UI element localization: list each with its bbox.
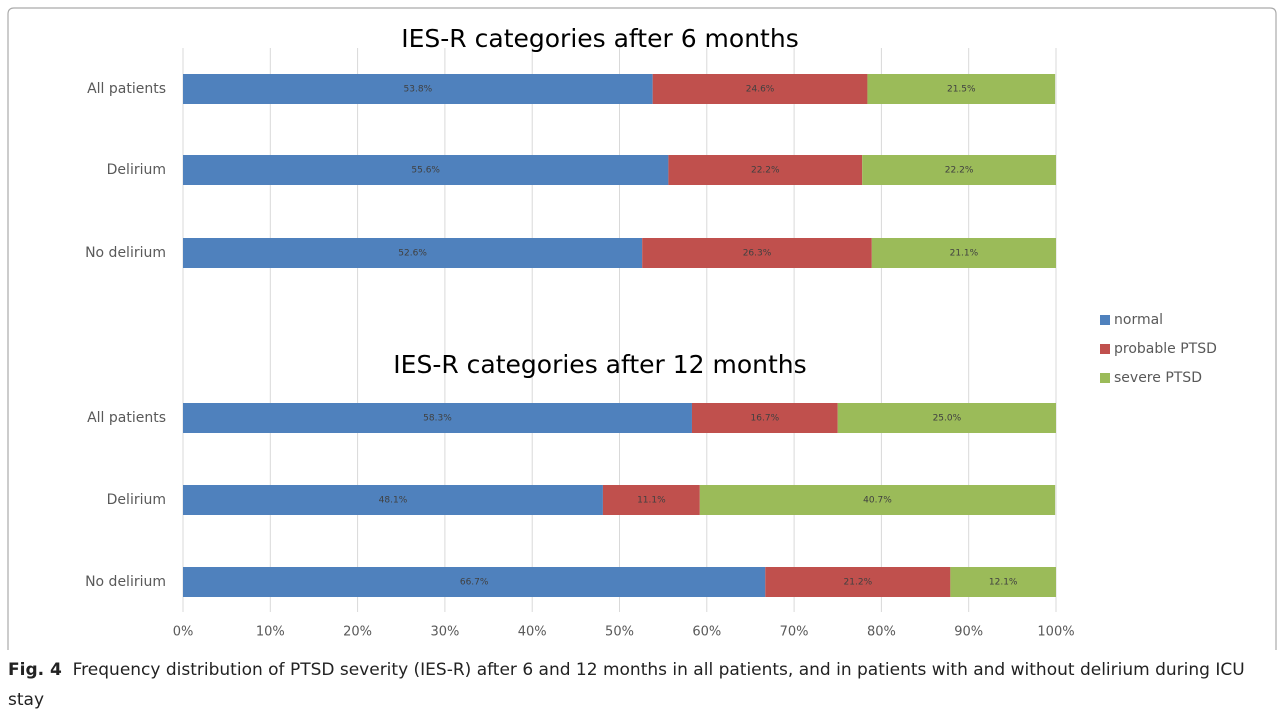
data-label: 58.3% [423,414,452,424]
bar-segment [183,567,766,597]
legend-swatch [1100,373,1110,383]
data-label: 40.7% [863,496,892,506]
bar-segment [871,238,1056,268]
data-label: 21.2% [844,578,873,588]
bar-segment [837,403,1056,433]
x-tick-label: 90% [954,625,983,640]
bar-segment [950,567,1056,597]
bar-segment [867,74,1056,104]
y-tick-label: No delirium [85,574,166,590]
x-tick-label: 80% [867,625,896,640]
bar-segment [183,155,669,185]
bar-segment [183,485,603,515]
bar-segment [183,238,643,268]
frame [7,7,1277,650]
x-tick-label: 60% [692,625,721,640]
bar-segment [652,74,868,104]
chart-title: IES-R categories after 12 months [393,350,806,379]
bar-segment [765,567,951,597]
legend-label: probable PTSD [1114,341,1217,357]
chart: 0% 10% 20% 30% 40% 50% 60% 70% 80% 90% 100% IES-R c… [7,7,1277,650]
x-tick-label: 70% [780,625,809,640]
bar-segment [183,403,692,433]
bar-segment [668,155,863,185]
bar-segment [862,155,1056,185]
data-label: 53.8% [404,85,433,95]
y-tick-label: No delirium [85,245,166,261]
data-label: 12.1% [989,578,1018,588]
y-tick-label: Delirium [107,162,166,178]
y-tick-label: All patients [87,410,166,426]
legend-swatch [1100,315,1110,325]
bar-segment [642,238,872,268]
x-tick-label: 100% [1037,625,1074,640]
caption-label: Fig. 4 [8,660,62,680]
data-label: 21.1% [950,249,979,259]
x-tick-label: 30% [430,625,459,640]
data-label: 48.1% [379,496,408,506]
data-label: 11.1% [637,496,666,506]
legend-label: normal [1114,312,1163,328]
caption: Fig. 4 Frequency distribution of PTSD se… [8,655,1258,715]
bar-segment [183,74,653,104]
data-label: 52.6% [398,249,427,259]
x-tick-label: 0% [173,625,194,640]
data-label: 22.2% [751,166,780,176]
legend-label: severe PTSD [1114,370,1202,386]
y-tick-label: Delirium [107,492,166,508]
bar-segment [699,485,1056,515]
data-label: 25.0% [933,414,962,424]
data-label: 66.7% [460,578,489,588]
y-tick-label: All patients [87,81,166,97]
x-tick-label: 20% [343,625,372,640]
data-label: 22.2% [945,166,974,176]
caption-text: Frequency distribution of PTSD severity … [8,660,1245,710]
x-tick-label: 50% [605,625,634,640]
bar-segment [691,403,838,433]
x-tick-label: 10% [256,625,285,640]
bar-segment [602,485,700,515]
x-tick-label: 40% [518,625,547,640]
data-label: 21.5% [947,85,976,95]
data-label: 16.7% [751,414,780,424]
data-label: 24.6% [746,85,775,95]
legend-swatch [1100,344,1110,354]
data-label: 26.3% [743,249,772,259]
data-label: 55.6% [411,166,440,176]
chart-title: IES-R categories after 6 months [401,24,798,53]
